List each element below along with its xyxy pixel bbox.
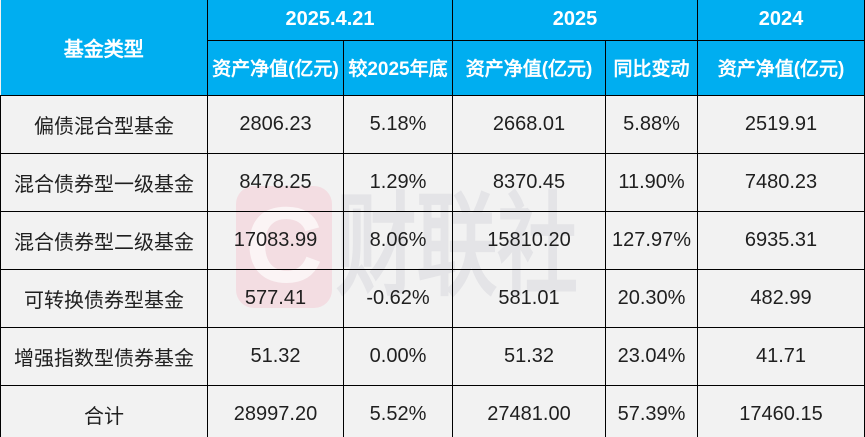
header-group-2025: 2025 (452, 0, 699, 41)
value-cell: 6935.31 (697, 210, 865, 270)
value-cell: 8370.45 (452, 152, 607, 212)
value-cell: 577.41 (207, 268, 344, 328)
value-cell: 28997.20 (207, 384, 344, 437)
value-cell: 17083.99 (207, 210, 344, 270)
header-fund-type: 基金类型 (0, 0, 208, 96)
header-group-2024: 2024 (697, 0, 865, 41)
header-yoy-change: 同比变动 (605, 40, 699, 96)
value-cell: 17460.15 (697, 384, 865, 437)
value-cell: 5.52% (342, 384, 454, 437)
value-cell: 57.39% (605, 384, 699, 437)
value-cell: -0.62% (342, 268, 454, 328)
value-cell: 2668.01 (452, 94, 607, 154)
value-cell: 8.06% (342, 210, 454, 270)
table-header: 基金类型 2025.4.21 2025 2024 资产净值(亿元) 较2025年… (0, 0, 865, 96)
fund-type-cell: 合计 (0, 384, 208, 437)
fund-type-cell: 混合债券型一级基金 (0, 152, 208, 212)
value-cell: 51.32 (452, 326, 607, 386)
value-cell: 20.30% (605, 268, 699, 328)
value-cell: 23.04% (605, 326, 699, 386)
table-row: 增强指数型债券基金 51.32 0.00% 51.32 23.04% 41.71 (0, 326, 865, 386)
value-cell: 482.99 (697, 268, 865, 328)
value-cell: 581.01 (452, 268, 607, 328)
header-nav-2024: 资产净值(亿元) (697, 40, 865, 96)
value-cell: 5.88% (605, 94, 699, 154)
value-cell: 5.18% (342, 94, 454, 154)
header-group-row: 基金类型 2025.4.21 2025 2024 (0, 0, 865, 96)
fund-type-cell: 混合债券型二级基金 (0, 210, 208, 270)
table-row: 合计 28997.20 5.52% 27481.00 57.39% 17460.15 (0, 384, 865, 437)
value-cell: 2806.23 (207, 94, 344, 154)
header-nav-2025: 资产净值(亿元) (452, 40, 607, 96)
value-cell: 51.32 (207, 326, 344, 386)
table-row: 混合债券型一级基金 8478.25 1.29% 8370.45 11.90% 7480.2… (0, 152, 865, 212)
table-row: 可转换债券型基金 577.41 -0.62% 581.01 20.30% 482.99 (0, 268, 865, 328)
value-cell: 0.00% (342, 326, 454, 386)
table-row: 偏债混合型基金 2806.23 5.18% 2668.01 5.88% 2519.91 (0, 94, 865, 154)
fund-type-cell: 偏债混合型基金 (0, 94, 208, 154)
value-cell: 7480.23 (697, 152, 865, 212)
header-group-2025-04-21: 2025.4.21 (206, 0, 454, 41)
fund-type-cell: 可转换债券型基金 (0, 268, 208, 328)
value-cell: 2519.91 (697, 94, 865, 154)
header-nav-2025-04-21: 资产净值(亿元) (207, 40, 344, 96)
table-body: 偏债混合型基金 2806.23 5.18% 2668.01 5.88% 2519.91 混合… (0, 94, 865, 437)
value-cell: 11.90% (605, 152, 699, 212)
table-row: 混合债券型二级基金 17083.99 8.06% 15810.20 127.97% 693… (0, 210, 865, 270)
value-cell: 15810.20 (452, 210, 607, 270)
header-vs-end-2025: 较2025年底 (342, 40, 454, 96)
value-cell: 127.97% (605, 210, 699, 270)
value-cell: 8478.25 (207, 152, 344, 212)
fund-type-cell: 增强指数型债券基金 (0, 326, 208, 386)
value-cell: 41.71 (697, 326, 865, 386)
value-cell: 27481.00 (452, 384, 607, 437)
value-cell: 1.29% (342, 152, 454, 212)
